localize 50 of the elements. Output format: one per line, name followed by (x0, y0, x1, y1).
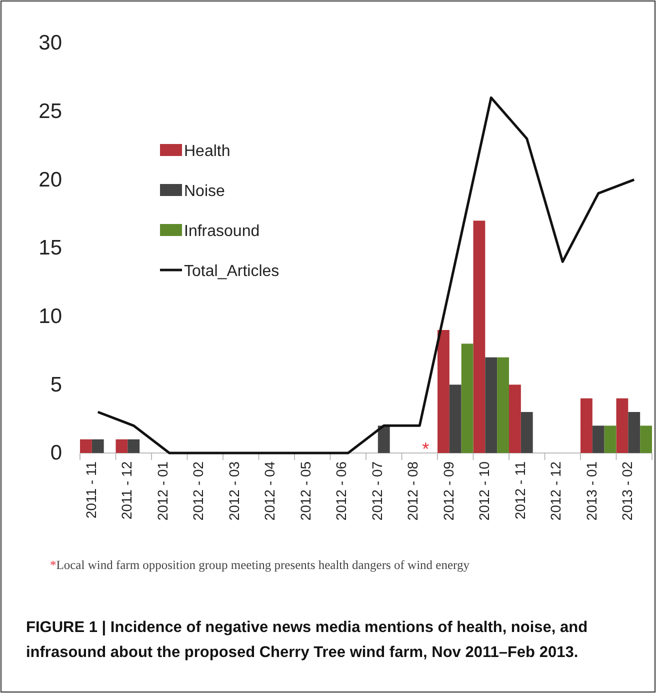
bar (485, 357, 498, 453)
x-tick-label: 2011 - 12 (118, 461, 135, 520)
bar (616, 398, 628, 453)
bar (449, 384, 462, 453)
text: *Local wind farm opposition group meeting presents health dangers of wind energy (50, 558, 470, 572)
bar (497, 357, 509, 453)
x-tick-label: 2012 - 03 (226, 461, 242, 521)
x-tick-label: 2012 - 02 (190, 461, 206, 521)
bar (509, 384, 521, 453)
x-tick-label: 2012 - 01 (154, 461, 170, 521)
bar (80, 439, 92, 453)
bar (128, 439, 140, 453)
x-tick-label: 2013 - 01 (583, 461, 600, 521)
bar (92, 439, 104, 453)
x-tick-label: 2012 - 06 (333, 461, 350, 521)
y-tick-label: 25 (38, 100, 62, 124)
annotation: * (422, 439, 430, 459)
x-tick-label: 2012 - 04 (262, 461, 278, 521)
bar (592, 426, 604, 453)
bar (604, 426, 616, 453)
bar (628, 412, 640, 453)
bar (116, 439, 128, 453)
caption: FIGURE 1 | Incidence of negative news media mentions of health, noise, and infrasound about the proposed Cherry Tree wind farm, Nov 2011–Feb 2013. (26, 619, 588, 661)
y-tick-label: 5 (50, 373, 62, 396)
y-tick-label: 10 (38, 305, 62, 328)
bar (473, 220, 486, 453)
x-tick-label: 2012 - 11 (512, 461, 528, 520)
bar (378, 426, 390, 453)
bar (438, 330, 450, 453)
legend-label: Total_Articles (184, 263, 280, 280)
x-tick-label: 2012 - 05 (297, 461, 314, 521)
bar (461, 344, 474, 453)
x-tick-label: 2012 - 07 (368, 461, 385, 521)
legend-label: Noise (184, 183, 226, 200)
y-tick-label: 20 (38, 168, 62, 192)
x-tick-label: 2012 - 09 (440, 461, 456, 521)
x-tick-label: 2011 - 11 (82, 461, 99, 518)
x-tick-label: 2013 - 02 (619, 461, 636, 521)
x-tick-label: 2012 - 12 (548, 461, 564, 521)
bar (520, 412, 533, 453)
y-tick-label: 0 (50, 442, 62, 465)
y-tick-label: 15 (38, 236, 62, 260)
x-tick-label: 2012 - 08 (404, 461, 421, 521)
legend-label: Health (184, 143, 230, 160)
x-tick-label: 2012 - 10 (476, 461, 492, 521)
legend-label: Infrasound (184, 223, 260, 240)
bar (640, 426, 652, 453)
bar (580, 398, 592, 453)
line-series (96, 96, 636, 454)
y-tick-label: 30 (38, 32, 62, 55)
